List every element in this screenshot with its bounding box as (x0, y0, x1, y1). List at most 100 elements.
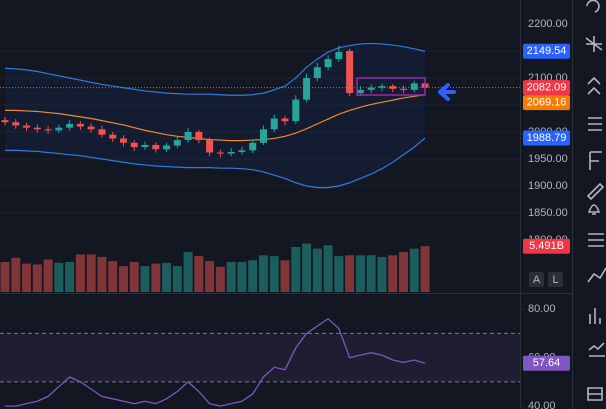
candle-body (130, 142, 138, 148)
volume-bar (226, 261, 236, 292)
scale-button-label[interactable]: L (552, 274, 558, 286)
rsi-tick-label: 40.00 (528, 400, 556, 409)
lower-band-label: 1988.79 (527, 132, 567, 144)
volume-bar (248, 260, 258, 292)
rectangle-drawing[interactable] (356, 77, 426, 96)
candle-body (367, 87, 375, 90)
icon-list[interactable] (588, 233, 604, 247)
volume-bar (258, 255, 268, 292)
volume-bar (22, 263, 32, 292)
last-price-label: 2082.09 (527, 82, 567, 94)
scale-button[interactable] (529, 272, 544, 287)
toolbar (572, 0, 606, 409)
icon-cross[interactable] (585, 36, 603, 52)
candle-body (119, 138, 127, 143)
price-axis: 2200.002150.002100.002050.002000.001950.… (520, 0, 570, 409)
candle-body (23, 125, 31, 128)
candle-body (399, 88, 407, 90)
volume-bar (388, 255, 398, 292)
volume-bar (97, 256, 107, 292)
candle-body (55, 127, 63, 131)
candle-body (313, 67, 321, 78)
candle-body (216, 152, 224, 154)
band-fill (5, 43, 426, 188)
volume-bar (323, 245, 333, 292)
toolbar-icons (585, 0, 606, 401)
volume-bar (151, 263, 161, 292)
rsi-tick-label: 80.00 (528, 303, 556, 315)
candle-body (303, 77, 311, 100)
candle-body (324, 59, 332, 68)
volume-bar (420, 246, 430, 292)
volume-label-badge (523, 238, 570, 254)
volume-bar (345, 255, 355, 292)
icon-bars[interactable] (589, 308, 601, 324)
candle-body (346, 50, 354, 94)
candle-body (238, 150, 246, 152)
candle-body (12, 122, 20, 126)
rsi-band-fill (0, 333, 520, 382)
candle-body (98, 129, 106, 135)
candle-body (270, 118, 278, 130)
volume-bar (205, 261, 215, 292)
candle-body (378, 86, 386, 88)
volume-bar (366, 255, 376, 292)
volume-bar (118, 266, 128, 292)
upper-band-label: 2149.54 (527, 45, 567, 57)
icon-undo[interactable] (586, 0, 600, 13)
volume-bar (291, 246, 301, 292)
candle-body (281, 118, 289, 122)
volume-bar (86, 254, 96, 292)
candle-body (152, 144, 160, 150)
volume-bar (377, 256, 387, 292)
candle-body (259, 129, 267, 143)
icon-grid[interactable] (587, 387, 603, 401)
icon-lines[interactable] (588, 117, 602, 131)
volume-bar (11, 257, 21, 292)
rsi-line (5, 317, 426, 407)
scale-button[interactable] (548, 272, 563, 287)
icon-stats[interactable] (587, 267, 606, 283)
scale-button-label[interactable]: A (533, 274, 541, 286)
candle-body (173, 140, 181, 146)
lower-band-label-badge (523, 130, 570, 146)
candle-body (389, 86, 397, 89)
candle-body (1, 120, 9, 123)
icon-chart[interactable] (588, 342, 605, 357)
icon-bell[interactable] (587, 204, 601, 215)
volume-bar (183, 251, 193, 292)
volume-bar (237, 261, 247, 292)
volume-bar (75, 254, 85, 292)
candle-body (206, 140, 214, 153)
candle-body (163, 145, 171, 150)
y-tick-label: 1950.00 (528, 153, 568, 165)
volume-bar (172, 266, 182, 292)
middle-band-label-badge (523, 95, 570, 111)
y-tick-label: 1850.00 (528, 207, 568, 219)
candle-body (292, 99, 300, 122)
candle-body (356, 89, 364, 94)
candle-body (76, 123, 84, 127)
price-pane (0, 23, 520, 292)
icon-brush[interactable] (586, 182, 605, 201)
rsi-pane (0, 308, 524, 407)
icon-trend[interactable] (587, 76, 601, 95)
upper-band-label-badge (523, 43, 570, 59)
volume-bar (32, 264, 42, 292)
bollinger-middle (5, 94, 426, 142)
candle-body (109, 134, 117, 139)
volume-bar (302, 243, 312, 292)
y-tick-label: 2200.00 (528, 18, 568, 30)
candle-body (141, 144, 149, 148)
volume-bar (334, 256, 344, 292)
arrow-drawing[interactable] (438, 83, 456, 101)
candle-body (184, 131, 192, 141)
candle-body (44, 129, 52, 131)
candle-body (87, 126, 95, 130)
volume-bar (355, 255, 365, 292)
bollinger-lower (5, 137, 426, 189)
volume-bar (162, 262, 172, 292)
icon-fib[interactable] (589, 151, 602, 170)
